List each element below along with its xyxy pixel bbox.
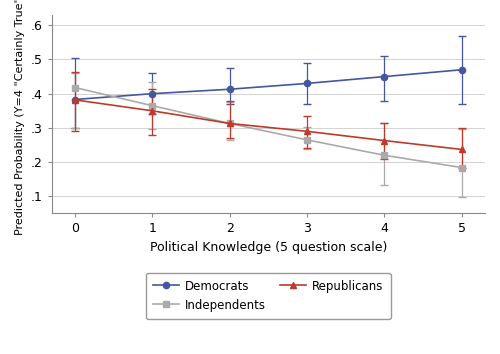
Legend: Democrats, Independents, Republicans: Democrats, Independents, Republicans <box>146 273 390 319</box>
X-axis label: Political Knowledge (5 question scale): Political Knowledge (5 question scale) <box>150 241 387 254</box>
Y-axis label: Predicted Probability (Y=4 "Certainly True"): Predicted Probability (Y=4 "Certainly Tr… <box>15 0 25 235</box>
